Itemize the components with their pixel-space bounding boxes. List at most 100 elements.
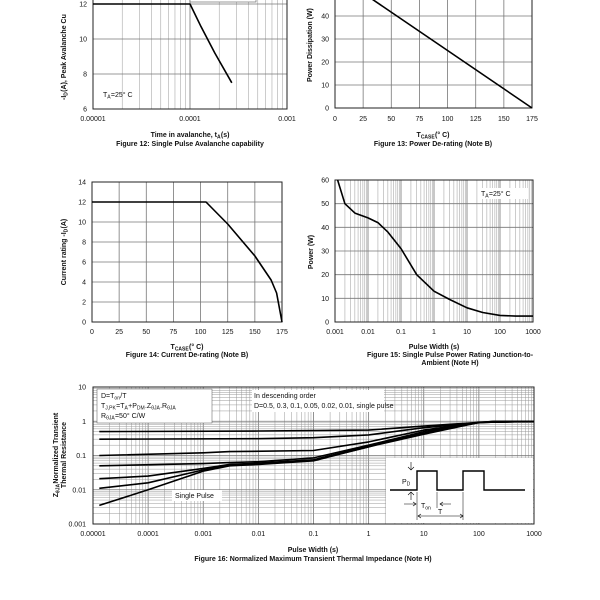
text-segment: T <box>481 191 486 198</box>
text-segment: =T <box>116 403 125 410</box>
plot-area <box>92 182 282 322</box>
x-tick-label: 0 <box>90 329 94 336</box>
x-tick-label: 50 <box>142 329 150 336</box>
figure-caption: Figure 16: Normalized Maximum Transient … <box>194 556 431 563</box>
text-segment: Z <box>53 492 60 497</box>
text-segment: D=0.5, 0.3, 0.1, 0.05, 0.02, 0.01, singl… <box>254 403 394 410</box>
text-segment: T <box>103 92 108 99</box>
subscript: θJA <box>151 406 160 412</box>
y-tick-label: 8 <box>83 72 87 79</box>
subscript: on <box>425 506 431 512</box>
subscript: J,PK <box>105 406 116 412</box>
y-tick-label: 0 <box>325 320 329 327</box>
y-tick-label: 14 <box>78 180 86 187</box>
on-time-label: Ton <box>421 503 431 512</box>
plot-frame <box>91 181 283 323</box>
single-pulse-label-bg <box>172 490 222 501</box>
subscript: D <box>64 228 70 232</box>
x-tick-label: 100 <box>494 329 506 336</box>
text-segment: (A) <box>61 219 68 229</box>
y-tick-label: 10 <box>79 37 87 44</box>
x-tick-label: 0.0001 <box>137 531 159 538</box>
text-segment: -I <box>61 96 68 100</box>
y-axis-label-line2: Thermal Resistance <box>61 422 68 488</box>
y-tick-label: 40 <box>321 225 329 232</box>
x-tick-label: 100 <box>442 116 454 123</box>
x-tick-label: 0.00001 <box>80 531 105 538</box>
text-segment: T <box>421 503 426 510</box>
y-tick-label: 40 <box>321 14 329 21</box>
text-segment: T <box>171 344 176 351</box>
text-segment: =50° C/W <box>115 412 146 420</box>
x-tick-label: 1 <box>367 531 371 538</box>
text-segment: P <box>402 479 407 486</box>
duty-cycle-formula: D=Ton /T <box>101 393 127 402</box>
junction-temp-formula: TJ,PK =TA +PDM .ZθJA .RθJA <box>101 403 176 412</box>
single-pulse-label: Single Pulse <box>175 493 214 500</box>
x-tick-label: 100 <box>195 329 207 336</box>
y-tick-label: 0 <box>325 106 329 113</box>
ambient-temp-annotation: TA =25° C <box>103 91 133 101</box>
y-tick-label: 60 <box>321 178 329 185</box>
thermal-resistance-value: RθJA =50° C/W <box>101 412 146 422</box>
y-tick-label: 20 <box>321 272 329 279</box>
y-tick-label: 6 <box>82 260 86 267</box>
subscript: θJA <box>56 483 62 492</box>
x-tick-label: 150 <box>249 329 261 336</box>
x-tick-label: 100 <box>473 531 485 538</box>
y-tick-label: 10 <box>321 296 329 303</box>
plot-area <box>335 0 532 108</box>
x-axis-label: Time in avalanche, tA (s) <box>151 132 230 141</box>
x-axis-label: TCASE (° C) <box>171 343 204 353</box>
text-segment: D=T <box>101 393 115 400</box>
x-axis-label: Pulse Width (s) <box>288 547 339 554</box>
subscript: on <box>114 396 120 402</box>
text-segment: (A), Peak Avalanche Cu <box>61 14 68 92</box>
text-segment: Thermal Resistance <box>61 422 68 488</box>
period-label: T <box>438 509 443 516</box>
chart-fig12: 0.00001 0.0001 0.001 6 8 10 12 Time in avalanch… <box>61 0 296 148</box>
ambient-temp-annotation: TA =25° C <box>481 190 511 200</box>
series-line-single-pulse <box>99 420 535 507</box>
x-tick-label: 0.1 <box>309 531 319 538</box>
subscript: θJA <box>167 406 176 412</box>
order-note-bg <box>252 390 384 412</box>
text-segment: .R <box>160 403 167 410</box>
plot-frame <box>92 386 535 525</box>
subscript: CASE <box>421 135 436 141</box>
plot-frame <box>334 179 534 323</box>
y-axis-label: -ID (A), Peak Avalanche Cu <box>61 14 70 100</box>
power-label: PD <box>402 479 411 488</box>
chart-fig16: 0.00001 0.0001 0.001 0.01 0.1 1 10 100 1000 0.001… <box>53 385 542 564</box>
text-segment: .Z <box>145 403 152 410</box>
y-tick-label: 6 <box>83 107 87 114</box>
subscript: D <box>407 482 411 488</box>
subscript: A <box>217 135 221 141</box>
x-tick-label: 25 <box>359 116 367 123</box>
time-arrows <box>404 501 464 519</box>
y-axis-label: ZθJA Normalized Transient <box>53 412 62 497</box>
y-tick-label: 8 <box>82 240 86 247</box>
x-tick-label: 0.01 <box>361 329 375 336</box>
figure-caption: Figure 15: Single Pulse Power Rating Jun… <box>367 352 534 359</box>
x-tick-label: 0.001 <box>278 116 296 123</box>
text-segment: (° C) <box>435 131 449 139</box>
y-tick-label: 4 <box>82 280 86 287</box>
y-tick-label: 12 <box>79 2 87 9</box>
text-segment: Power (W) <box>308 235 315 269</box>
text-segment: =25° C <box>111 91 133 99</box>
y-tick-label: 30 <box>321 249 329 256</box>
text-segment: /T <box>120 393 127 400</box>
y-tick-label: 0.1 <box>76 453 86 460</box>
figure-caption: Figure 13: Power De-rating (Note B) <box>374 141 492 148</box>
x-axis-label: Pulse Width (s) <box>409 344 460 351</box>
x-tick-label: 25 <box>115 329 123 336</box>
legend-box <box>189 0 257 3</box>
figure-caption: Figure 14: Current De-rating (Note B) <box>126 352 249 359</box>
y-tick-label: 10 <box>78 385 86 392</box>
x-tick-label: 10 <box>463 329 471 336</box>
x-tick-label: 75 <box>416 116 424 123</box>
duty-cycle-list: D=0.5, 0.3, 0.1, 0.05, 0.02, 0.01, singl… <box>254 403 394 410</box>
